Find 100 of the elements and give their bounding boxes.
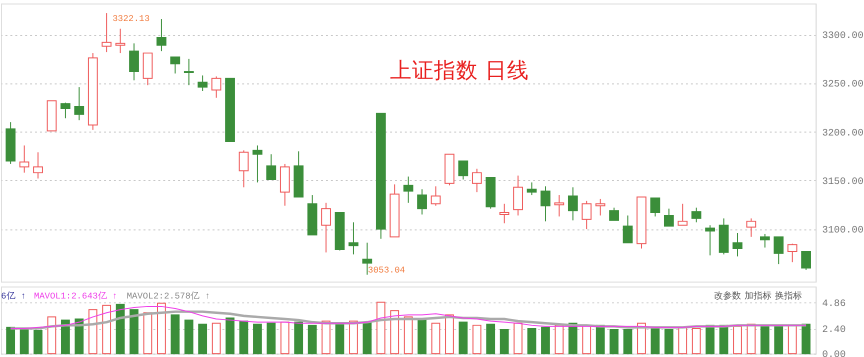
y-tick-label: 2.40 <box>822 324 846 335</box>
bar <box>170 314 180 354</box>
candlestick <box>198 74 208 92</box>
bar <box>308 324 317 354</box>
annotation: 6亿 ↑ <box>0 290 26 302</box>
annotation: 3053.04 <box>368 266 406 276</box>
candlestick <box>238 150 249 188</box>
bar <box>596 324 605 354</box>
y-tick-label: 0.00 <box>822 349 846 357</box>
bar <box>61 320 70 354</box>
bar <box>678 326 688 354</box>
candlestick <box>430 186 441 206</box>
candlestick <box>568 186 578 221</box>
y-tick-label: 3200.00 <box>822 127 864 138</box>
bar <box>335 324 344 354</box>
candlestick <box>513 175 523 216</box>
candlestick <box>184 58 194 86</box>
bar <box>431 322 440 354</box>
candlestick <box>348 222 358 255</box>
candlestick <box>554 194 564 217</box>
bar <box>458 322 468 354</box>
bar <box>637 322 646 354</box>
y-tick-label: 3300.00 <box>822 30 864 42</box>
annotation: 上证指数 日线 <box>390 58 530 84</box>
line-series <box>9 310 808 330</box>
bar <box>130 309 138 354</box>
annotation: 加指标 <box>744 290 772 302</box>
candlestick <box>801 250 812 270</box>
bar <box>280 322 290 354</box>
candlestick <box>60 102 70 119</box>
bar <box>650 326 660 354</box>
candlestick <box>211 76 222 98</box>
bar <box>184 320 194 354</box>
bar <box>500 329 509 354</box>
candlestick <box>582 200 592 230</box>
bar <box>6 326 16 354</box>
bar <box>788 324 797 354</box>
bar <box>774 324 784 354</box>
candlestick <box>417 188 427 215</box>
candlestick <box>678 203 688 226</box>
bar <box>239 320 248 354</box>
annotation: 改参数 <box>714 290 742 302</box>
bar <box>404 316 413 354</box>
annotation: 换指标 <box>775 290 802 302</box>
candlestick <box>526 182 537 196</box>
bar <box>541 326 550 354</box>
bar <box>226 317 234 354</box>
candlestick <box>664 208 674 227</box>
bar <box>514 322 522 354</box>
bar <box>623 329 632 354</box>
bar <box>143 312 152 354</box>
bar <box>706 324 715 354</box>
candlestick <box>252 144 262 183</box>
bar <box>802 324 811 354</box>
candlestick <box>129 42 139 81</box>
y-tick-label: 3150.00 <box>822 176 864 187</box>
candlestick <box>74 86 84 121</box>
candlestick <box>266 154 276 180</box>
bar <box>253 324 262 354</box>
bar <box>349 320 358 354</box>
candlestick <box>760 233 770 248</box>
y-tick-label: 3100.00 <box>822 224 864 236</box>
bar <box>390 310 400 354</box>
bar <box>568 322 578 354</box>
bar <box>322 320 330 354</box>
bar <box>692 328 701 354</box>
candlestick <box>774 236 784 265</box>
candlestick <box>705 224 715 256</box>
bar <box>102 304 112 354</box>
bar <box>362 322 372 354</box>
y-tick-label: 4.86 <box>822 298 846 310</box>
candlestick <box>115 28 126 54</box>
bar <box>527 328 536 354</box>
bar <box>376 302 386 354</box>
candlestick <box>102 12 112 53</box>
candlestick <box>33 152 43 180</box>
annotation: 3322.13 <box>112 14 150 24</box>
y-tick-label: 3250.00 <box>822 78 864 90</box>
bar <box>472 324 482 354</box>
candlestick <box>458 160 468 180</box>
bar <box>610 329 618 354</box>
bar <box>486 324 496 354</box>
bar <box>664 329 674 354</box>
line-series <box>10 306 807 329</box>
candlestick <box>691 207 702 223</box>
candlestick <box>499 203 510 224</box>
bar <box>212 322 221 354</box>
bar <box>554 324 564 354</box>
candlestick <box>609 207 619 221</box>
bar <box>733 326 742 354</box>
candlestick <box>170 56 180 74</box>
candlestick <box>321 202 331 253</box>
bar <box>760 324 770 354</box>
bar <box>266 322 276 354</box>
bar <box>582 324 592 354</box>
candlestick <box>19 144 30 174</box>
candlestick <box>732 232 742 257</box>
annotation: MAVOL2:2.578亿 ↑ <box>126 290 210 302</box>
annotation: MAVOL1:2.643亿 ↑ <box>34 290 118 302</box>
candlestick <box>472 168 482 193</box>
